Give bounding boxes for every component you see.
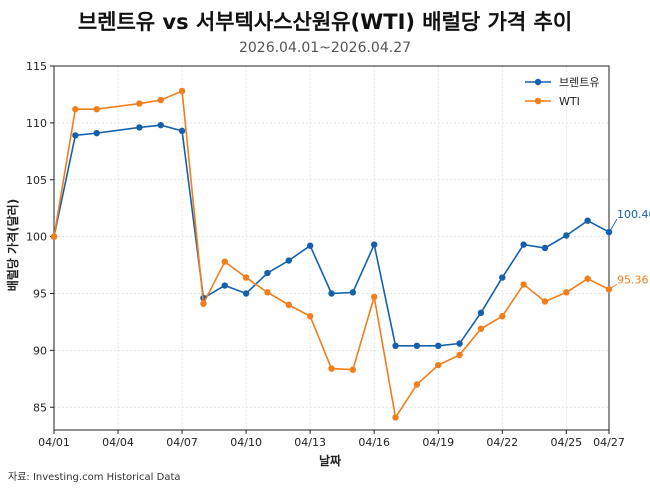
data-point bbox=[221, 258, 228, 265]
chart-subtitle: 2026.04.01~2026.04.27 bbox=[239, 40, 411, 56]
data-point bbox=[178, 127, 186, 135]
plot-area bbox=[53, 65, 610, 431]
data-point bbox=[520, 241, 527, 248]
end-label-leader bbox=[609, 284, 618, 289]
series-wti: 95.36 bbox=[50, 87, 649, 421]
data-point bbox=[264, 269, 271, 277]
data-point bbox=[413, 381, 421, 388]
x-tick-label: 04/01 bbox=[38, 436, 70, 449]
data-point bbox=[136, 124, 143, 131]
data-point bbox=[392, 342, 399, 350]
series-brent: 100.40 bbox=[50, 121, 650, 350]
series-line bbox=[53, 89, 610, 420]
data-point bbox=[370, 241, 378, 248]
data-point bbox=[541, 298, 549, 305]
data-point bbox=[157, 96, 164, 104]
x-tick-label: 04/16 bbox=[358, 436, 390, 449]
legend-label: WTI bbox=[559, 95, 580, 108]
data-point bbox=[499, 274, 506, 281]
y-axis: 85 90 95 100 105 110 115 bbox=[26, 60, 54, 414]
legend-item: 브렌트유 bbox=[525, 76, 599, 89]
data-point bbox=[328, 365, 335, 372]
data-point bbox=[584, 275, 591, 282]
x-tick-label: 04/22 bbox=[486, 436, 518, 449]
data-point bbox=[541, 244, 549, 252]
data-point bbox=[285, 257, 293, 264]
data-point bbox=[435, 361, 442, 369]
data-point bbox=[413, 342, 421, 350]
legend-label: 브렌트유 bbox=[559, 76, 599, 89]
data-point bbox=[477, 309, 485, 317]
x-tick-label: 04/19 bbox=[422, 436, 454, 449]
data-point bbox=[605, 286, 613, 293]
data-point bbox=[50, 233, 58, 240]
data-point bbox=[563, 232, 570, 239]
data-point bbox=[370, 293, 378, 301]
data-point bbox=[157, 121, 164, 129]
end-label-leader bbox=[609, 218, 618, 232]
data-point bbox=[520, 281, 527, 288]
x-tick-label: 04/13 bbox=[294, 436, 326, 449]
data-point bbox=[306, 242, 314, 249]
data-point bbox=[349, 366, 357, 373]
data-point bbox=[328, 290, 335, 297]
legend-marker bbox=[534, 97, 542, 105]
y-tick-label: 90 bbox=[33, 344, 47, 357]
data-point bbox=[136, 100, 143, 107]
series-group: 100.40 95.36 bbox=[50, 87, 650, 421]
data-point bbox=[392, 414, 399, 421]
data-point bbox=[93, 106, 100, 113]
data-point bbox=[499, 313, 506, 320]
x-axis: 04/01 04/04 04/07 04/10 04/13 04/16 04/19 04/22… bbox=[38, 430, 625, 449]
data-point bbox=[72, 132, 79, 139]
data-point bbox=[584, 217, 591, 224]
y-tick-label: 115 bbox=[26, 60, 47, 73]
legend-item: WTI bbox=[525, 95, 580, 108]
data-point bbox=[435, 342, 442, 350]
data-point bbox=[456, 351, 463, 359]
data-point bbox=[200, 300, 207, 307]
y-tick-label: 95 bbox=[33, 288, 47, 301]
source-note: 자료: Investing.com Historical Data bbox=[8, 471, 181, 483]
y-tick-label: 110 bbox=[26, 117, 47, 130]
end-value-label: 95.36 bbox=[617, 273, 649, 286]
data-point bbox=[285, 301, 293, 309]
data-point bbox=[242, 274, 250, 281]
legend-marker bbox=[534, 78, 542, 86]
data-point bbox=[306, 313, 314, 320]
y-tick-label: 100 bbox=[26, 231, 47, 244]
data-point bbox=[563, 289, 570, 296]
x-tick-label: 04/27 bbox=[593, 436, 625, 449]
legend: 브렌트유 WTI bbox=[525, 76, 599, 108]
data-point bbox=[264, 289, 271, 296]
data-point bbox=[72, 106, 79, 113]
data-point bbox=[477, 325, 485, 332]
x-tick-label: 04/04 bbox=[102, 436, 134, 449]
series-line bbox=[53, 124, 610, 347]
y-axis-label: 배럴당 가격(달러) bbox=[5, 199, 20, 291]
data-point bbox=[242, 290, 250, 297]
data-point bbox=[93, 129, 100, 137]
grid bbox=[53, 65, 610, 430]
x-tick-label: 04/25 bbox=[550, 436, 582, 449]
data-point bbox=[349, 289, 357, 296]
y-tick-label: 85 bbox=[33, 401, 47, 414]
data-point bbox=[221, 282, 228, 289]
data-point bbox=[456, 340, 463, 347]
end-value-label: 100.40 bbox=[617, 208, 650, 221]
x-tick-label: 04/10 bbox=[230, 436, 262, 449]
y-tick-label: 105 bbox=[26, 174, 47, 187]
data-point bbox=[178, 87, 186, 95]
chart-title: 브렌트유 vs 서부텍사스산원유(WTI) 배럴당 가격 추이 bbox=[78, 10, 572, 34]
x-axis-label: 날짜 bbox=[319, 453, 341, 468]
x-tick-label: 04/07 bbox=[166, 436, 198, 449]
